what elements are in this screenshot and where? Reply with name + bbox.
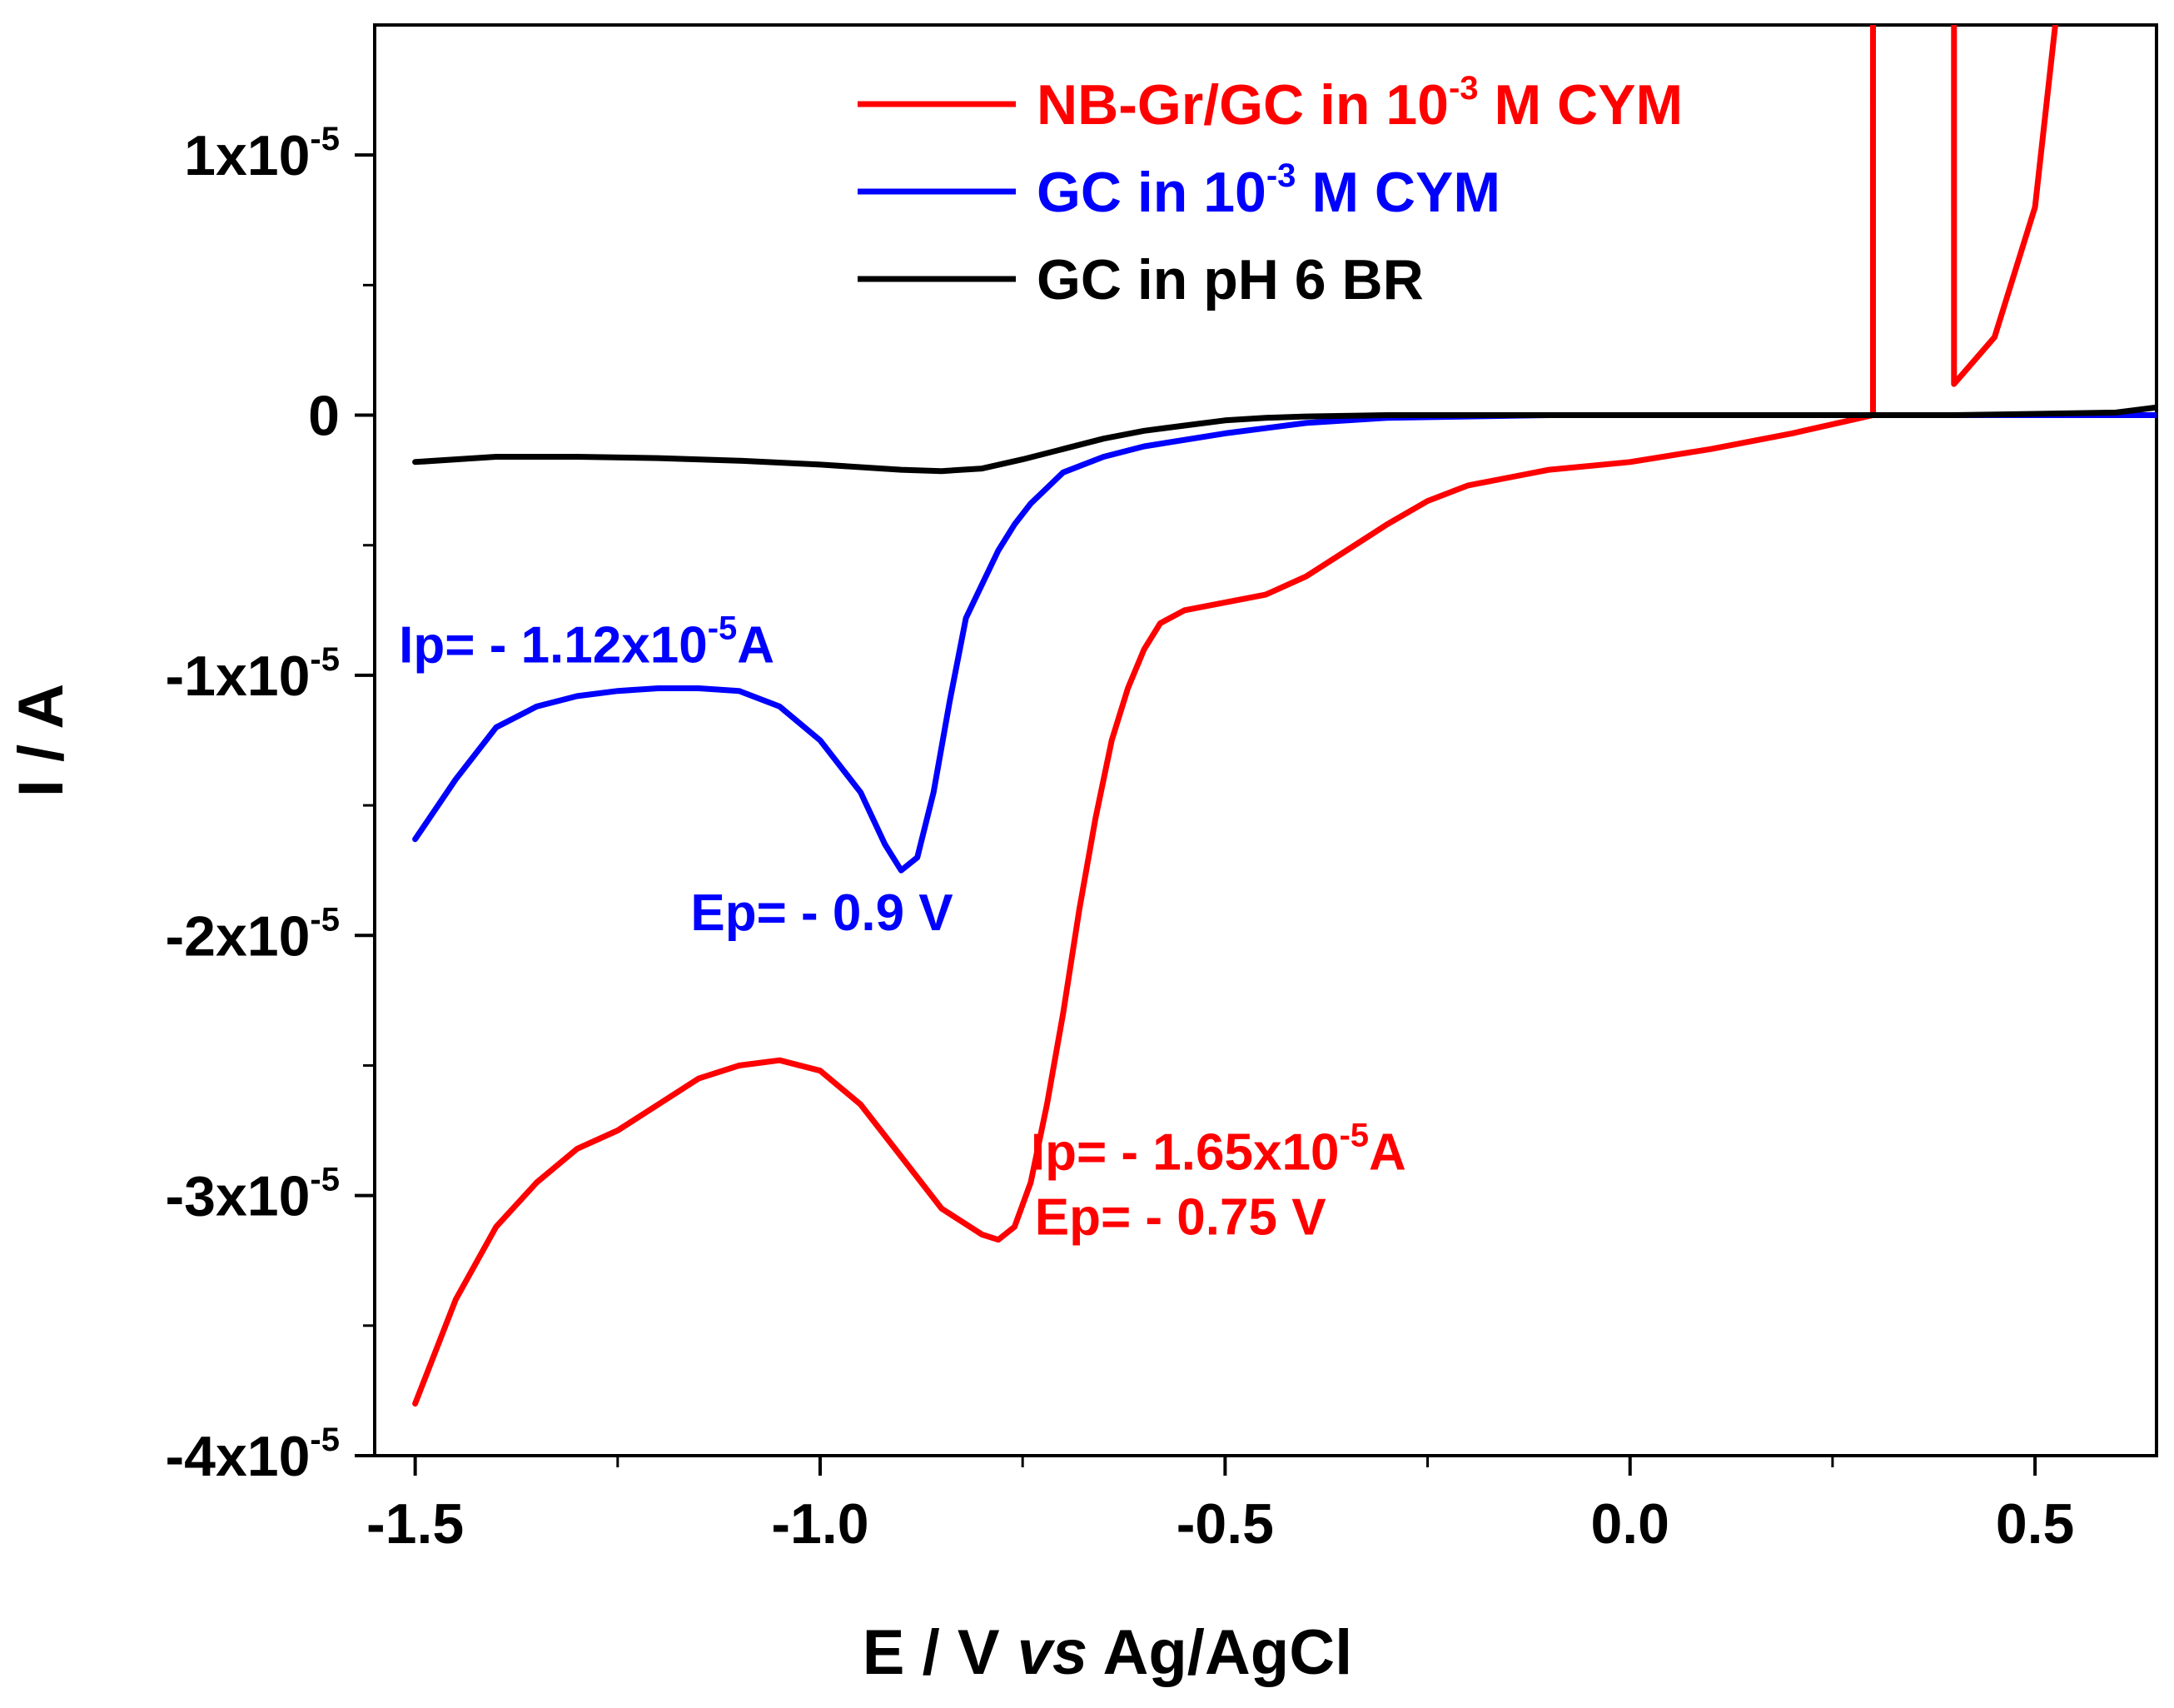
- y-axis-ticks: 1x10-50-1x10-5-2x10-5-3x10-5-4x10-5: [166, 121, 375, 1488]
- y-tick-base: -1x10: [166, 645, 311, 708]
- y-tick-base: 1x10: [184, 124, 310, 187]
- y-tick-label: 1x10-5: [184, 121, 340, 187]
- y-tick-label: -3x10-5: [166, 1162, 341, 1228]
- y-tick-base: -2x10: [166, 904, 311, 968]
- legend-label-sup: -3: [1266, 157, 1296, 194]
- x-axis-title-pre: E / V: [863, 1617, 1017, 1688]
- y-axis-title: I / A: [6, 684, 77, 798]
- annotation-pre: Ip= - 1.65x10: [1031, 1123, 1340, 1181]
- x-axis-title: E / V vs Ag/AgCl: [863, 1617, 1352, 1688]
- legend-label-sup: -3: [1449, 70, 1479, 107]
- y-tick-exponent: -5: [310, 641, 340, 678]
- x-axis-title-italic: vs: [1017, 1617, 1088, 1688]
- annotation-red-ep: Ep= - 0.75 V: [1035, 1188, 1326, 1246]
- annotation-post: A: [1369, 1123, 1406, 1181]
- series-line-2: [412, 404, 2157, 475]
- y-tick-base: -4x10: [166, 1425, 311, 1488]
- legend-label-pre: GC in pH 6 BR: [1037, 248, 1424, 311]
- annotation-sup: -5: [1339, 1117, 1369, 1153]
- annotation-pre: Ep= - 0.75 V: [1035, 1188, 1326, 1246]
- annotation-sup: -5: [708, 610, 738, 646]
- x-axis-ticks: -1.5 -1.0 -0.5 0.0 0.5: [366, 1456, 2074, 1556]
- legend-label-pre: GC in 10: [1037, 161, 1266, 224]
- x-tick-label: 0.0: [1590, 1492, 1669, 1556]
- annotation-pre: Ep= - 0.9 V: [690, 884, 953, 942]
- x-tick-label: -0.5: [1177, 1492, 1274, 1556]
- y-tick-base: -3x10: [166, 1165, 311, 1228]
- legend-label-post: M CYM: [1296, 161, 1500, 224]
- y-tick-label: -2x10-5: [166, 901, 341, 968]
- plot-frame: [373, 23, 2158, 1457]
- annotation-blue-ip: Ip= - 1.12x10-5A: [399, 610, 774, 674]
- legend-label-0: NB-Gr/GC in 10-3 M CYM: [1037, 70, 1683, 137]
- y-tick-exponent: -5: [310, 901, 340, 938]
- y-tick-exponent: -5: [310, 121, 340, 157]
- legend-label-2: GC in pH 6 BR: [1037, 248, 1424, 311]
- series-layer: [415, 0, 2157, 1404]
- y-tick-base: 0: [308, 385, 340, 448]
- x-axis-title-post: Ag/AgCl: [1087, 1617, 1352, 1688]
- annotation-blue-ep: Ep= - 0.9 V: [690, 884, 953, 942]
- x-tick-label: -1.0: [771, 1492, 868, 1556]
- legend-label-pre: NB-Gr/GC in 10: [1037, 73, 1449, 137]
- x-tick-label: 0.5: [1996, 1492, 2075, 1556]
- annotation-post: A: [737, 616, 774, 674]
- y-tick-label: -4x10-5: [166, 1422, 341, 1488]
- y-tick-label: -1x10-5: [166, 641, 341, 708]
- x-tick-label: -1.5: [366, 1492, 464, 1556]
- y-tick-exponent: -5: [310, 1422, 340, 1458]
- legend-label-1: GC in 10-3 M CYM: [1037, 157, 1500, 224]
- annotation-pre: Ip= - 1.12x10: [399, 616, 708, 674]
- annotation-red-ip: Ip= - 1.65x10-5A: [1031, 1117, 1406, 1181]
- y-tick-exponent: -5: [310, 1162, 340, 1198]
- y-tick-label: 0: [308, 385, 340, 448]
- legend-label-post: M CYM: [1479, 73, 1684, 137]
